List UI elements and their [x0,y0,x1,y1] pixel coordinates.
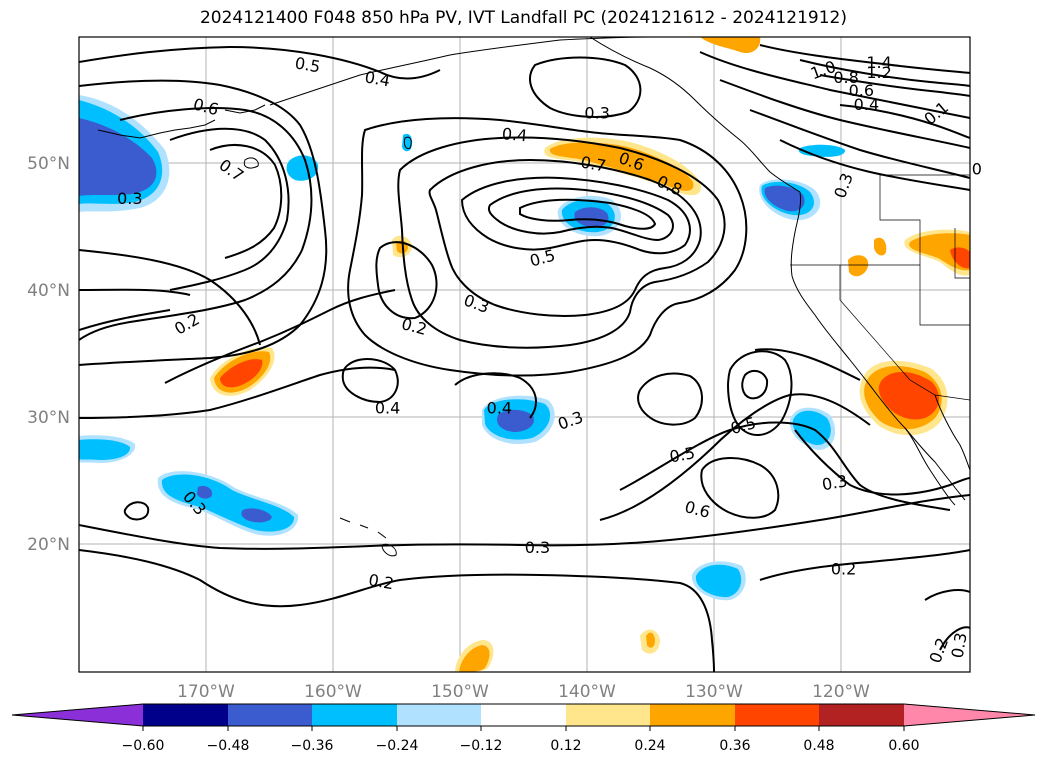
contour-label: 0.8 [833,68,858,87]
colorbar-tick-label: 0.12 [550,738,581,754]
contour-label: 0.4 [375,398,400,417]
colorbar-tick-label: −0.36 [291,738,334,754]
colorbar-tick-label: −0.48 [207,738,250,754]
contour-label: 1.2 [866,63,891,82]
contour-label: 1.4 [866,53,891,72]
pc-shading [79,37,970,672]
lon-label: 170°W [177,682,235,702]
colorbar-extend-min [12,704,143,726]
contour-label: 0.4 [501,124,528,145]
contour-label: 0.4 [854,95,879,114]
colorbar-segment [481,704,566,726]
colorbar-segment [397,704,481,726]
shade-blue-130w [695,564,742,598]
pv-contours [79,44,970,672]
shade-orange-band [549,142,694,191]
contour-label: 0.4 [363,67,391,90]
shade-blue-west [79,439,131,460]
colorbar-tick-label: −0.60 [122,738,165,754]
colorbar-tick-label: 0.60 [888,738,919,754]
shade-royal-139w [574,207,609,228]
shade-orange-136w [646,632,655,648]
contour-label: 0.2 [831,560,856,579]
shade-orange-topright [700,37,761,54]
contour-label: 0.6 [849,81,874,100]
lat-label: 50°N [27,154,70,174]
contour-label: 0.3 [948,631,971,659]
contour-label: 0.3 [117,189,142,208]
shade-royal-146w [496,409,534,432]
contour-label: 0.2 [367,570,395,593]
colorbar-segment [228,704,312,726]
colorbar-tick-label: 0.36 [719,738,750,754]
contour-label: 0.3 [525,538,550,557]
colorbar-segment [735,704,819,726]
longitude-labels: 170°W 160°W 150°W 140°W 130°W 120°W [177,682,870,702]
colorbar-segment [312,704,397,726]
colorbar-tick-label: −0.24 [376,738,419,754]
contour-label: 0.7 [579,152,607,175]
contour-label: 0.5 [668,443,696,466]
lon-label: 150°W [431,682,489,702]
lon-label: 130°W [685,682,743,702]
colorbar-tick-label: 0.48 [803,738,834,754]
lon-label: 140°W [558,682,616,702]
shade-royal-nw [79,118,157,196]
lat-label: 40°N [27,281,70,301]
colorbar-segment [819,704,904,726]
contour-label: 0.3 [820,471,848,494]
shade-orange-nca [848,255,869,277]
colorbar-segment [143,704,228,726]
colorbar-extend-max [904,704,1035,726]
contour-label: 0.3 [584,104,609,123]
shade-orange-nv [874,237,887,256]
colorbar-ticks [142,726,905,731]
shade-royal-vi [764,185,805,212]
shade-red-socal [878,371,940,420]
colorbar-tick-label: −0.12 [460,738,503,754]
shade-red-167w [220,359,263,388]
colorbar-segment [566,704,650,726]
coastlines [97,37,970,557]
contour-label: 0.5 [293,53,321,76]
contour-label: 0.4 [487,398,512,417]
contour-label: 0 [972,160,982,179]
colorbar-segment [650,704,735,726]
lat-label: 30°N [27,408,70,428]
figure-title: 2024121400 F048 850 hPa PV, IVT Landfall… [199,8,847,28]
colorbar-tick-label: 0.24 [634,738,665,754]
lat-label: 20°N [27,535,70,555]
lon-label: 120°W [812,682,870,702]
shade-royal-chain2 [241,508,272,523]
shade-royal-chain1 [197,485,213,499]
latitude-labels: 50°N 40°N 30°N 20°N [27,154,70,555]
lon-label: 160°W [304,682,362,702]
shade-blue-162w [286,155,319,181]
colorbar: −0.60 −0.48 −0.36 −0.24 −0.12 0.12 0.24 … [11,703,1036,754]
map-frame [78,36,971,673]
shade-orange-bottom [459,645,490,672]
